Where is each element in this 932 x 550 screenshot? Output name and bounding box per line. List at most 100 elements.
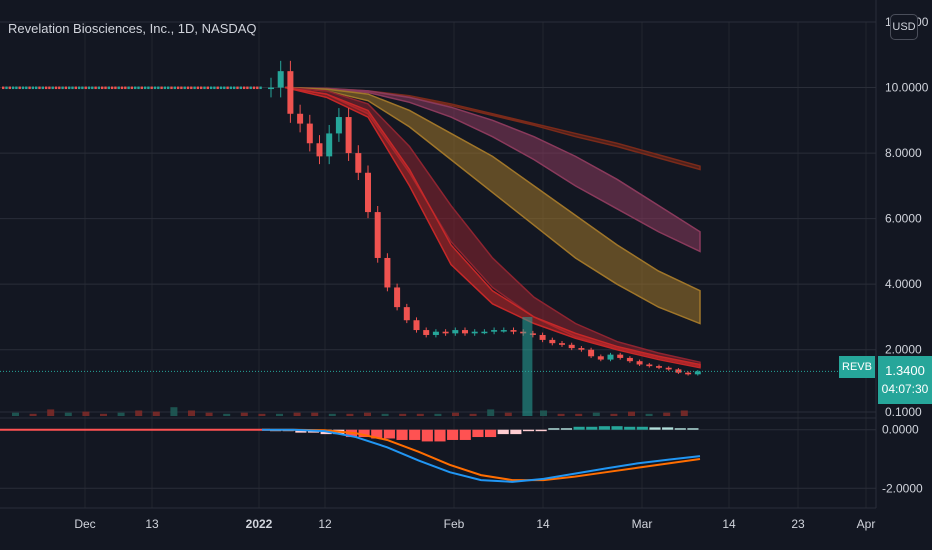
volume-bar — [170, 407, 178, 416]
time-tick-label: Dec — [74, 517, 95, 531]
candle-body — [403, 307, 410, 321]
candle-body — [656, 366, 662, 368]
candle-body — [268, 87, 274, 90]
candle — [259, 86, 262, 90]
candle — [68, 86, 71, 90]
candle — [246, 86, 249, 90]
candle — [107, 86, 110, 90]
price-tick-label: 0.1000 — [885, 405, 922, 419]
candle-body — [316, 143, 323, 157]
macd-histogram-bar — [636, 426, 648, 430]
volume-bar — [557, 413, 565, 416]
macd-tick-label: -2.0000 — [882, 481, 923, 495]
volume-bar — [258, 413, 266, 416]
candle-body — [559, 343, 565, 345]
candle — [549, 337, 556, 346]
candle — [44, 86, 48, 90]
candle — [94, 86, 97, 90]
candle-body — [432, 331, 439, 335]
candle — [61, 86, 64, 90]
candle — [190, 86, 193, 90]
volume-bar — [205, 412, 213, 416]
candle — [58, 86, 61, 90]
volume-bar — [152, 411, 160, 416]
volume-bar — [628, 411, 635, 416]
candle — [25, 86, 28, 90]
candle — [656, 364, 662, 370]
time-tick-label: 2022 — [246, 517, 273, 531]
candle — [114, 86, 117, 90]
candle — [287, 60, 294, 123]
macd-histogram-bar — [396, 429, 408, 440]
volume-bar — [592, 412, 600, 416]
candle-body — [374, 212, 381, 258]
volume-bar — [575, 413, 583, 416]
candle — [84, 86, 87, 90]
volume-bar — [135, 410, 143, 416]
candle — [157, 86, 160, 90]
candle-body — [326, 133, 333, 157]
candle — [297, 104, 304, 133]
candle — [219, 86, 223, 90]
candle — [233, 86, 236, 90]
candle — [203, 86, 206, 90]
candle-body — [277, 71, 284, 88]
candle-body — [413, 320, 420, 331]
macd-histogram-bar — [383, 429, 395, 439]
candle — [160, 86, 163, 90]
candle — [170, 86, 173, 90]
candle — [18, 86, 21, 90]
candle-body — [491, 330, 498, 332]
candle — [394, 283, 401, 311]
time-tick-label: Feb — [444, 517, 465, 531]
macd-histogram-bar — [573, 426, 585, 430]
currency-button[interactable]: USD — [890, 14, 918, 40]
macd-histogram-bar — [649, 427, 661, 430]
candle-body — [423, 330, 430, 335]
macd-histogram-bar — [560, 428, 573, 430]
candle — [8, 86, 11, 90]
candle — [252, 86, 256, 90]
candle — [636, 359, 643, 367]
price-tick-label: 8.0000 — [885, 146, 922, 160]
candle — [559, 341, 565, 347]
candle — [48, 86, 51, 90]
macd-histogram-bar — [472, 429, 484, 438]
macd-histogram-bar — [522, 429, 535, 432]
candle — [180, 86, 183, 90]
volume-bar — [610, 413, 618, 416]
candle — [442, 329, 449, 336]
volume-bar — [663, 412, 671, 416]
macd-histogram-bar — [598, 426, 610, 430]
candle — [130, 86, 134, 90]
macd-tick-label: 0.0000 — [882, 423, 919, 437]
macd-histogram-bar — [459, 429, 471, 440]
ribbon-gold — [284, 86, 701, 325]
candle — [134, 86, 137, 90]
candle — [5, 86, 8, 90]
candle — [186, 86, 190, 90]
macd-histogram-bar — [662, 427, 674, 430]
last-price-value: 1.3400 — [885, 363, 925, 378]
price-tick-label: 10.0000 — [885, 81, 929, 95]
candle — [268, 77, 274, 98]
signal-line — [262, 428, 701, 482]
candle — [597, 354, 604, 362]
time-tick-label: Apr — [857, 517, 876, 531]
volume-bar — [100, 413, 107, 416]
candle — [588, 347, 595, 359]
candle-body — [345, 117, 352, 154]
candle-body — [462, 330, 468, 334]
candle — [500, 327, 507, 333]
candle — [423, 327, 430, 338]
candle — [74, 86, 77, 90]
candle — [462, 327, 468, 336]
candle-body — [549, 339, 556, 344]
candle — [97, 86, 101, 90]
candle — [432, 329, 439, 338]
macd-histogram-bar — [535, 429, 547, 432]
candle-body — [481, 331, 488, 334]
candle — [374, 205, 381, 263]
candle — [568, 342, 575, 351]
